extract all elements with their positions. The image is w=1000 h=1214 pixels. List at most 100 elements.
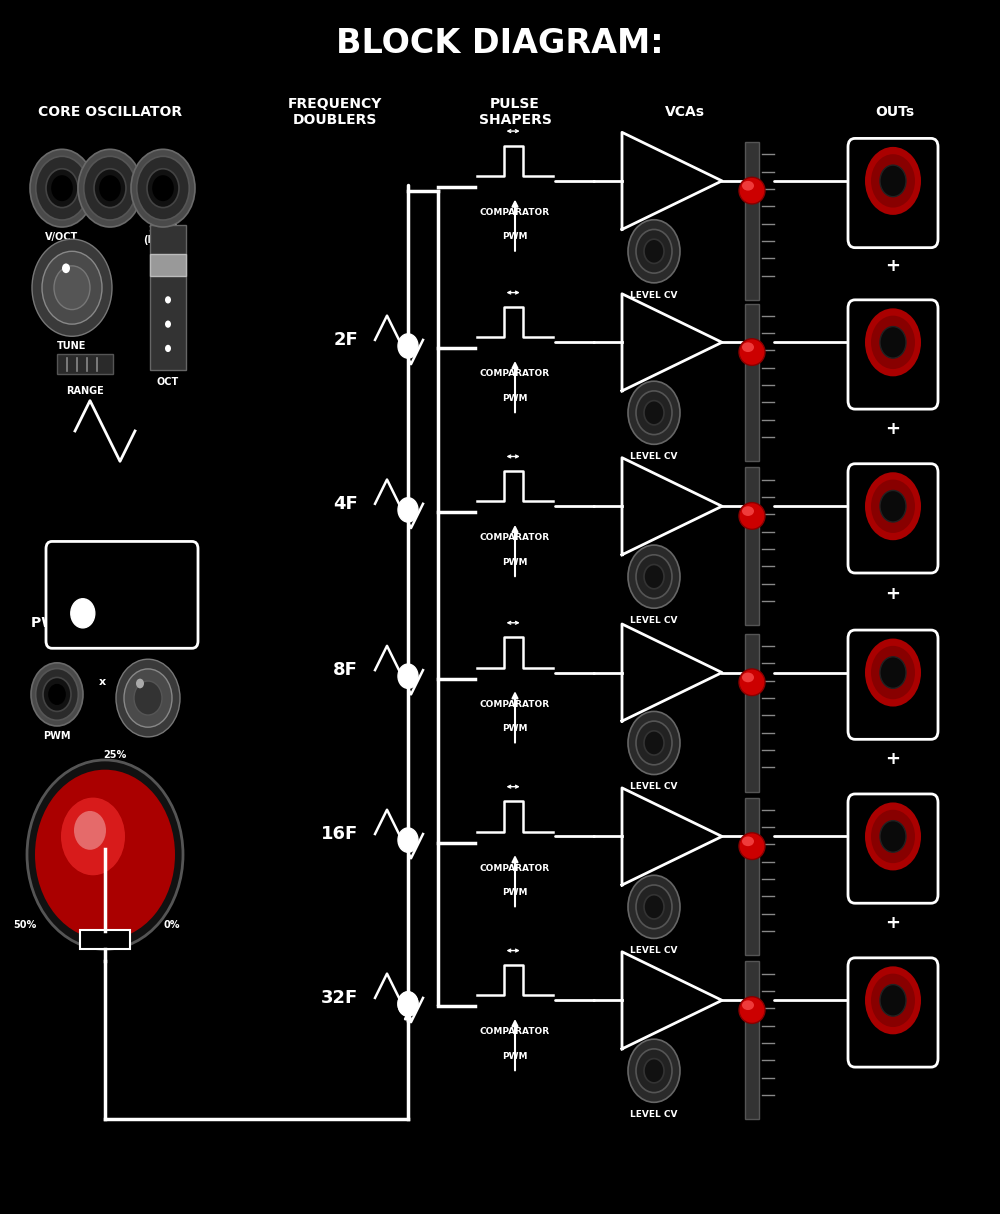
Circle shape	[31, 663, 83, 726]
Circle shape	[131, 149, 195, 227]
FancyBboxPatch shape	[848, 958, 938, 1067]
Bar	[745, 467, 759, 625]
Circle shape	[871, 480, 915, 533]
Circle shape	[30, 149, 94, 227]
Ellipse shape	[739, 997, 765, 1023]
Text: PWM: PWM	[43, 731, 71, 741]
Ellipse shape	[742, 342, 754, 352]
Circle shape	[865, 147, 921, 215]
Text: 25%: 25%	[103, 750, 127, 760]
Circle shape	[42, 251, 102, 324]
Text: COMPARATOR: COMPARATOR	[480, 863, 550, 873]
Circle shape	[644, 401, 664, 425]
Circle shape	[62, 263, 70, 273]
Circle shape	[61, 798, 125, 875]
Text: V/OCT: V/OCT	[45, 232, 79, 242]
Text: RANGE: RANGE	[66, 386, 104, 396]
Circle shape	[124, 669, 172, 727]
Text: PWM: PWM	[502, 557, 528, 567]
FancyBboxPatch shape	[848, 630, 938, 739]
Circle shape	[628, 220, 680, 283]
Bar	[745, 634, 759, 792]
Circle shape	[880, 165, 906, 197]
Text: 32F: 32F	[882, 1037, 904, 1046]
Circle shape	[636, 1049, 672, 1093]
Circle shape	[880, 657, 906, 688]
Text: AUDIO: AUDIO	[112, 568, 154, 582]
Ellipse shape	[739, 339, 765, 365]
Circle shape	[871, 316, 915, 369]
Text: OUTs: OUTs	[875, 104, 915, 119]
Circle shape	[871, 154, 915, 208]
Text: PWM: PWM	[502, 393, 528, 403]
Text: FREQUENCY
DOUBLERS: FREQUENCY DOUBLERS	[288, 97, 382, 126]
Text: 4F: 4F	[333, 495, 358, 512]
Circle shape	[865, 472, 921, 540]
Text: 8F: 8F	[886, 709, 900, 719]
Text: COMPARATOR: COMPARATOR	[480, 533, 550, 543]
Circle shape	[100, 176, 120, 200]
Circle shape	[644, 731, 664, 755]
Circle shape	[398, 828, 418, 852]
Circle shape	[52, 176, 72, 200]
Text: LEVEL CV: LEVEL CV	[630, 615, 678, 625]
Circle shape	[628, 381, 680, 444]
Circle shape	[165, 345, 171, 352]
Text: +: +	[886, 750, 900, 768]
Ellipse shape	[742, 1000, 754, 1010]
Text: 4F: 4F	[886, 543, 900, 552]
Circle shape	[27, 760, 183, 949]
Circle shape	[84, 157, 136, 220]
Ellipse shape	[739, 503, 765, 529]
Text: COMPARATOR: COMPARATOR	[480, 699, 550, 709]
Ellipse shape	[742, 506, 754, 516]
Circle shape	[153, 176, 173, 200]
Circle shape	[644, 1059, 664, 1083]
Text: 2F: 2F	[886, 379, 900, 388]
Text: +: +	[886, 257, 900, 276]
Bar	[745, 304, 759, 461]
Text: COMPARATOR: COMPARATOR	[480, 369, 550, 379]
Circle shape	[865, 639, 921, 707]
Circle shape	[398, 992, 418, 1016]
Text: TUNE: TUNE	[57, 341, 87, 351]
Circle shape	[43, 677, 71, 711]
Text: PWM CONTROLLER: PWM CONTROLLER	[31, 615, 179, 630]
Bar	[745, 798, 759, 955]
Text: PWM: PWM	[502, 724, 528, 733]
Circle shape	[136, 679, 144, 688]
Bar	[80, 930, 130, 949]
Text: COMPARATOR: COMPARATOR	[480, 1027, 550, 1037]
Text: LEVEL CV: LEVEL CV	[630, 782, 678, 792]
Circle shape	[628, 875, 680, 938]
Text: x: x	[98, 677, 106, 687]
Circle shape	[865, 966, 921, 1034]
Circle shape	[78, 149, 142, 227]
Text: 8F: 8F	[333, 662, 358, 679]
Text: PWM: PWM	[502, 1051, 528, 1061]
Circle shape	[644, 565, 664, 589]
FancyBboxPatch shape	[848, 794, 938, 903]
Text: 16F: 16F	[882, 873, 904, 883]
Circle shape	[94, 169, 126, 208]
Circle shape	[871, 974, 915, 1027]
Circle shape	[398, 334, 418, 358]
Ellipse shape	[742, 836, 754, 846]
Circle shape	[137, 157, 189, 220]
Circle shape	[880, 821, 906, 852]
Circle shape	[398, 992, 418, 1016]
Text: PWM: PWM	[502, 887, 528, 897]
Text: LEVEL CV: LEVEL CV	[630, 290, 678, 300]
Ellipse shape	[742, 673, 754, 682]
Bar	[150, 254, 186, 276]
Circle shape	[71, 599, 95, 628]
Bar	[150, 225, 186, 370]
Text: PULSE
SHAPERS: PULSE SHAPERS	[479, 97, 551, 126]
Circle shape	[628, 711, 680, 775]
Ellipse shape	[739, 833, 765, 860]
Ellipse shape	[739, 177, 765, 204]
Text: +: +	[886, 585, 900, 603]
Circle shape	[74, 811, 106, 850]
Circle shape	[636, 885, 672, 929]
Text: CV: CV	[127, 607, 145, 620]
